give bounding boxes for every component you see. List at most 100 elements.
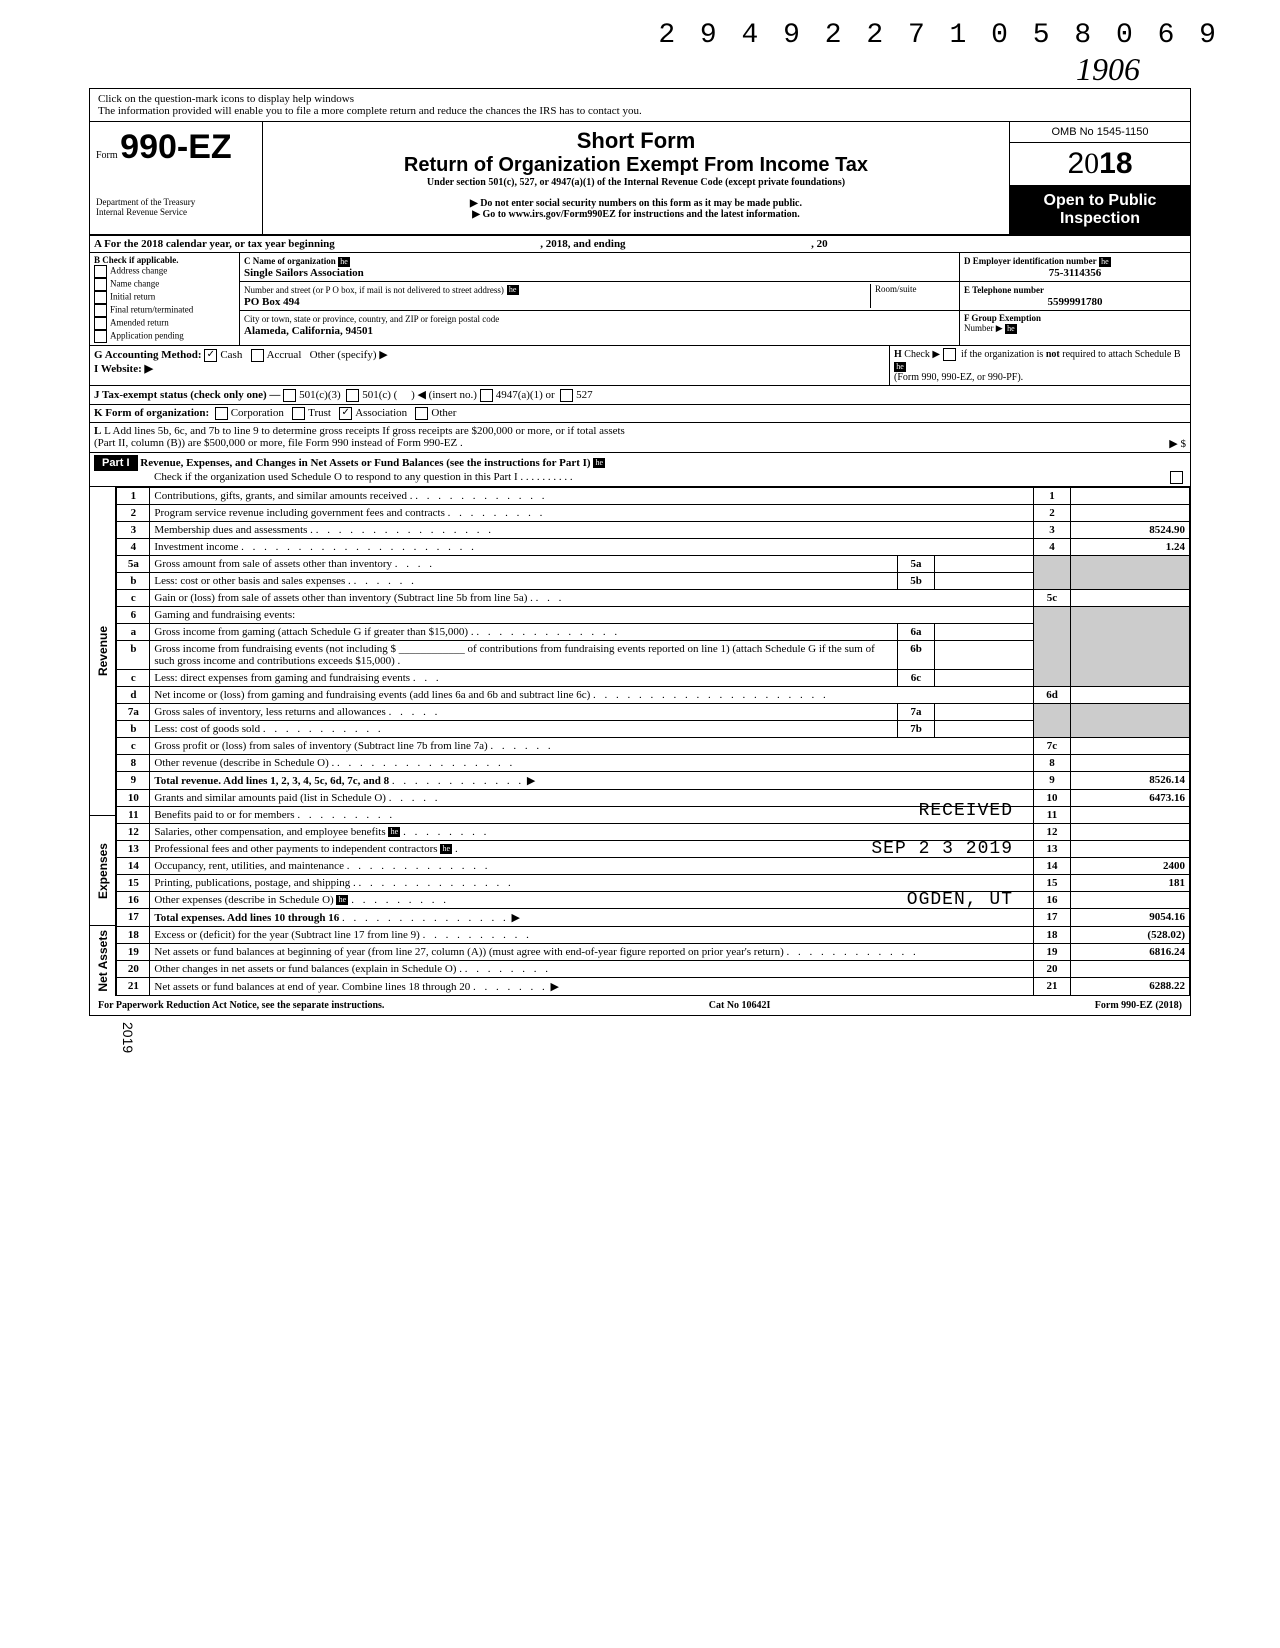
cb-name[interactable] (94, 278, 107, 291)
l5c: Gain or (loss) from sale of assets other… (154, 592, 533, 604)
l17: Total expenses. Add lines 10 through 16 (154, 912, 339, 924)
help-icon-3[interactable]: he (1099, 257, 1111, 267)
part1-check-text: Check if the organization used Schedule … (94, 471, 573, 483)
l1: Contributions, gifts, grants, and simila… (154, 490, 412, 502)
form-990ez: Click on the question-mark icons to disp… (89, 88, 1191, 1016)
box-def: D Employer identification number he 75-3… (960, 253, 1190, 345)
opt-corp: Corporation (231, 407, 284, 419)
l2: Program service revenue including govern… (154, 507, 444, 519)
room-suite: Room/suite (870, 284, 955, 308)
part-i-label: Part I (94, 455, 138, 471)
l13: Professional fees and other payments to … (154, 843, 437, 855)
open-public: Open to Public Inspection (1010, 186, 1190, 234)
help-line2: The information provided will enable you… (98, 105, 642, 117)
footer-mid: Cat No 10642I (709, 1000, 771, 1011)
line-a: A For the 2018 calendar year, or tax yea… (90, 236, 1190, 253)
irs-label: Internal Revenue Service (96, 207, 256, 217)
cb-initial[interactable] (94, 291, 107, 304)
cb-cash[interactable]: ✓ (204, 349, 217, 362)
cb-corp[interactable] (215, 407, 228, 420)
footer-left: For Paperwork Reduction Act Notice, see … (98, 1000, 384, 1011)
handwritten-annotation: 1906 (20, 51, 1260, 88)
phone: 5599991780 (964, 296, 1186, 308)
page-footer: For Paperwork Reduction Act Notice, see … (90, 996, 1190, 1015)
cb-final[interactable] (94, 304, 107, 317)
l-arrow: ▶ $ (1169, 437, 1186, 450)
cb-501c[interactable] (346, 389, 359, 402)
amt-15: 181 (1071, 874, 1190, 891)
amt-10: 6473.16 (1071, 789, 1190, 806)
help-icon[interactable]: he (338, 257, 350, 267)
help-icon-2[interactable]: he (507, 285, 519, 295)
cb-accrual[interactable] (251, 349, 264, 362)
cb-527[interactable] (560, 389, 573, 402)
opt-501c: 501(c) ( (362, 389, 397, 401)
help-icon-4[interactable]: he (1005, 324, 1017, 334)
l21: Net assets or fund balances at end of ye… (154, 981, 470, 993)
scan-year: 2019 (120, 1022, 136, 1053)
street-val: PO Box 494 (244, 296, 300, 308)
l6c: Less: direct expenses from gaming and fu… (154, 672, 410, 684)
c-label: C Name of organization (244, 256, 336, 266)
opt-kother: Other (431, 407, 456, 419)
opt-527: 527 (576, 389, 593, 401)
l-text2: (Part II, column (B)) are $500,000 or mo… (94, 437, 463, 449)
help-icon-7[interactable]: he (388, 827, 400, 837)
stamp-received: RECEIVED (919, 801, 1013, 821)
l9: Total revenue. Add lines 1, 2, 3, 4, 5c,… (154, 775, 389, 787)
info-block: B Check if applicable. Address change Na… (90, 253, 1190, 346)
opt-other: Other (specify) ▶ (310, 349, 388, 361)
l3: Membership dues and assessments . (154, 524, 313, 536)
cb-h[interactable] (943, 348, 956, 361)
l-text1: L Add lines 5b, 6c, and 7b to line 9 to … (104, 425, 625, 437)
org-name: Single Sailors Association (244, 267, 364, 279)
line-j: J Tax-exempt status (check only one) — 5… (90, 386, 1190, 405)
help-icon-8[interactable]: he (440, 844, 452, 854)
l6b1: Gross income from fundraising events (no… (154, 643, 396, 655)
l7c: Gross profit or (loss) from sales of inv… (154, 740, 487, 752)
amt-18: (528.02) (1071, 926, 1190, 943)
cb-trust[interactable] (292, 407, 305, 420)
help-icon-5[interactable]: he (894, 362, 906, 372)
i-label: I Website: ▶ (94, 363, 153, 375)
cb-assoc[interactable]: ✓ (339, 407, 352, 420)
cb-501c3[interactable] (283, 389, 296, 402)
help-icon-9[interactable]: he (336, 895, 348, 905)
do-not-enter: ▶ Do not enter social security numbers o… (269, 198, 1003, 209)
opt-pending: Application pending (110, 331, 184, 341)
amt-9: 8526.14 (1071, 771, 1190, 789)
line-a-end: , 20 (811, 238, 828, 250)
barcode-number: 2 9 4 9 2 2 7 1 0 5 8 0 6 9 (20, 20, 1260, 51)
l14: Occupancy, rent, utilities, and maintena… (154, 860, 344, 872)
box-b: B Check if applicable. Address change Na… (90, 253, 240, 345)
h-label2: (Form 990, 990-EZ, or 990-PF). (894, 372, 1023, 383)
f-label2: Number ▶ (964, 323, 1003, 333)
f-label: F Group Exemption (964, 313, 1041, 323)
l6a: Gross income from gaming (attach Schedul… (154, 626, 473, 638)
header-mid: Short Form Return of Organization Exempt… (263, 122, 1009, 234)
l7a: Gross sales of inventory, less returns a… (154, 706, 385, 718)
cb-schedO[interactable] (1170, 471, 1183, 484)
cb-address[interactable] (94, 265, 107, 278)
header-right: OMB No 1545-1150 2018 Open to Public Ins… (1009, 122, 1190, 234)
line-a-text: A For the 2018 calendar year, or tax yea… (94, 238, 335, 250)
line-a-mid: , 2018, and ending (540, 238, 625, 250)
city-val: Alameda, California, 94501 (244, 325, 373, 337)
cb-amended[interactable] (94, 317, 107, 330)
l7b: Less: cost of goods sold (154, 723, 260, 735)
dept-treasury: Department of the Treasury (96, 197, 256, 207)
amt-19: 6816.24 (1071, 943, 1190, 960)
ein: 75-3114356 (964, 267, 1186, 279)
tax-year: 2018 (1010, 143, 1190, 186)
opt-assoc: Association (355, 407, 407, 419)
stamp-date: SEP 2 3 2019 (871, 839, 1013, 859)
amt-21: 6288.22 (1071, 977, 1190, 995)
netassets-label: Net Assets (94, 926, 112, 996)
help-icon-6[interactable]: he (593, 458, 605, 468)
cb-kother[interactable] (415, 407, 428, 420)
cb-4947[interactable] (480, 389, 493, 402)
amt-17: 9054.16 (1071, 908, 1190, 926)
l6d: Net income or (loss) from gaming and fun… (154, 689, 590, 701)
cb-pending[interactable] (94, 330, 107, 343)
k-label: K Form of organization: (94, 407, 209, 419)
